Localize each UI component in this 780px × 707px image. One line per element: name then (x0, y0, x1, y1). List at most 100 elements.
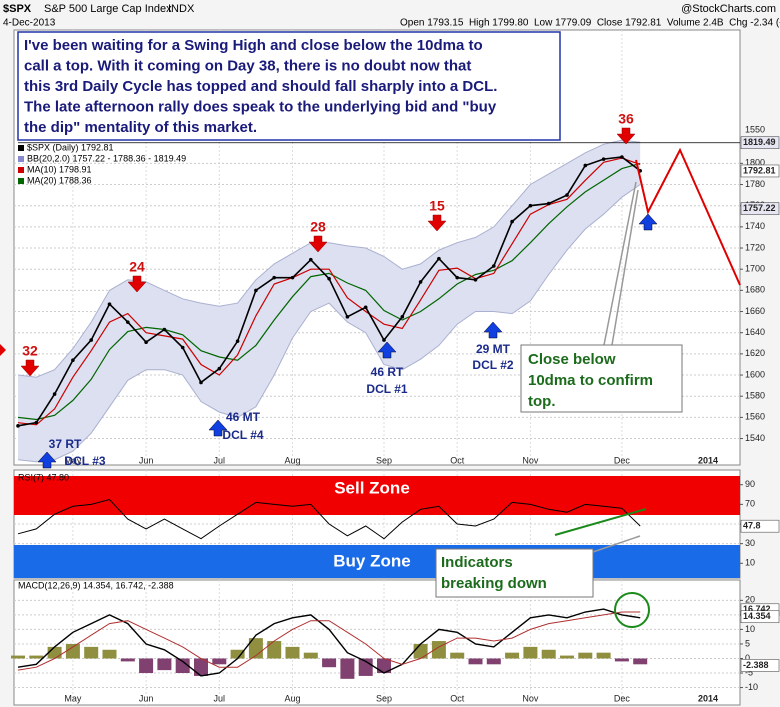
histogram-bar (633, 658, 648, 665)
y-tick-label: -5 (745, 667, 753, 677)
price-point (565, 193, 569, 197)
price-point (89, 338, 93, 342)
panel (13, 579, 741, 706)
x-tick-label: Aug (284, 455, 300, 465)
histogram-bar (11, 655, 25, 659)
price-point (309, 257, 313, 262)
cycle-arrow (127, 275, 147, 293)
histogram-bar (212, 658, 227, 665)
x-tick-label: May (64, 455, 82, 465)
x-tick-label: Nov (522, 693, 539, 703)
histogram-bar (340, 658, 355, 679)
y-tick-label: 1800 (745, 158, 765, 168)
y-tick-label: 0 (745, 653, 750, 663)
y-tick-label: 1550 (745, 124, 765, 134)
price-point (363, 305, 368, 310)
y-tick-label: 1640 (745, 327, 765, 337)
cycle-count: 28 (310, 219, 326, 235)
cycle-arrow (308, 235, 328, 253)
value-box-label: 16.742 (743, 604, 771, 614)
confirm-line: 10dma to confirm (528, 372, 653, 389)
price-point (180, 345, 185, 350)
value-box (740, 610, 780, 624)
histogram-bar (614, 658, 629, 662)
bollinger-upper (17, 139, 641, 378)
legend-label: $SPX (Daily) 1792.81 (27, 142, 114, 152)
note-line: the dip" mentality of this market. (24, 119, 257, 136)
value-box-label: 1819.49 (743, 137, 776, 147)
highlight-circle (614, 592, 650, 628)
low-label: DCL #1 (366, 382, 407, 396)
price-point (583, 163, 588, 168)
price-point (382, 338, 386, 342)
y-tick-label: 90 (745, 479, 755, 489)
histogram-bar (413, 643, 428, 659)
legend-label: MA(20) 1788.36 (27, 175, 92, 185)
histogram-bar (175, 658, 190, 674)
note-line: this 3rd Daily Cycle has topped and shou… (24, 78, 497, 95)
price-point (52, 392, 57, 396)
histogram-bar (377, 658, 391, 674)
y-tick-label: 1620 (745, 348, 765, 358)
price-point (16, 424, 20, 428)
histogram-bar (322, 658, 337, 668)
histogram-bar (102, 649, 117, 659)
value-box (740, 519, 780, 533)
value-box-label: 47.8 (743, 521, 761, 531)
buy-zone (14, 545, 740, 578)
histogram-bar (541, 649, 556, 659)
histogram-bar (523, 646, 538, 659)
confirm-line: top. (528, 393, 556, 410)
bollinger-lower (17, 184, 641, 463)
x-tick-label: Dec (614, 455, 631, 465)
sell-zone-label: Sell Zone (334, 478, 410, 497)
legend-swatch (18, 167, 24, 173)
histogram-bar (486, 658, 501, 665)
price-point (418, 280, 423, 284)
cycle-count: 36 (618, 111, 634, 127)
trendline (554, 508, 647, 536)
price-point (510, 219, 514, 224)
y-tick-label: 10 (745, 558, 755, 568)
index-name: S&P 500 Large Cap Index (44, 3, 172, 15)
price-point (107, 302, 112, 306)
note-line: call a top. With it coming on Day 38, th… (24, 57, 471, 74)
date: 4-Dec-2013 (3, 18, 56, 29)
value-box-label: 1757.22 (743, 203, 776, 213)
price-point (71, 358, 75, 363)
note-line: The late afternoon rally does speak to t… (24, 98, 497, 115)
y-tick-label: 1740 (745, 221, 765, 231)
price-point (455, 275, 460, 280)
histogram-bar (230, 649, 245, 659)
y-tick-label: 1540 (745, 433, 765, 443)
pointer (603, 181, 637, 346)
legend-swatch (18, 178, 24, 184)
x-tick-label: Jul (214, 693, 226, 703)
histogram-bar (468, 658, 483, 665)
low-label: 46 MT (226, 410, 261, 424)
symbol: $SPX (3, 3, 32, 15)
price-point (601, 157, 606, 161)
price-point (235, 339, 240, 343)
indicators-line: Indicators (441, 554, 513, 571)
histogram-bar (267, 641, 282, 659)
x-tick-label: Dec (614, 693, 631, 703)
low-arrow (37, 451, 57, 469)
confirm-box (520, 344, 683, 413)
histogram-bar (139, 658, 154, 674)
low-label: 37 RT (49, 437, 82, 451)
y-tick-label: 1600 (745, 369, 765, 379)
price-stats: Open 1793.15 High 1799.80 Low 1779.09 Cl… (400, 18, 780, 29)
x-tick-label: Oct (450, 455, 465, 465)
value-box-label: 14.354 (743, 611, 771, 621)
histogram-bar (505, 652, 520, 659)
y-tick-label: 1660 (745, 306, 765, 316)
histogram-bar (29, 655, 44, 659)
legend-swatch (18, 156, 24, 162)
signal-line (17, 611, 641, 671)
y-tick-label: 1780 (745, 179, 765, 189)
price-point (620, 155, 624, 159)
x-tick-label: Jun (139, 455, 154, 465)
y-tick-label: 5 (745, 638, 750, 648)
